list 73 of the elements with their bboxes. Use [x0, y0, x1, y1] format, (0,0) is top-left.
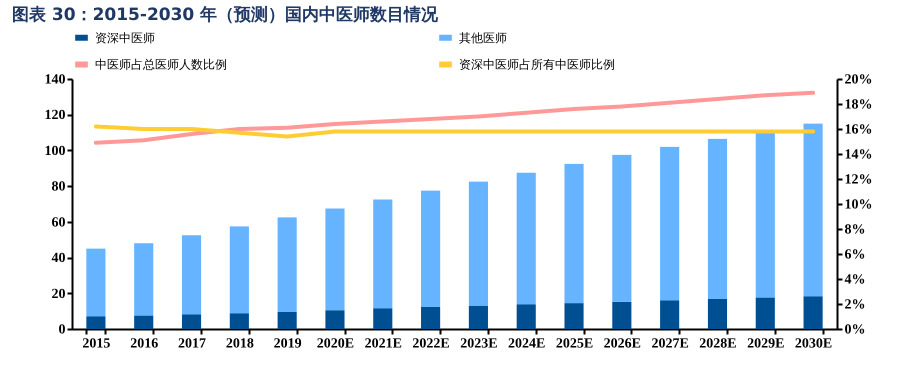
y2-tick-label: 8% [844, 222, 866, 238]
legend-label: 其他医师 [459, 30, 507, 45]
bar [421, 307, 440, 329]
x-tick-label: 2022E [412, 336, 450, 352]
y2-tick-label: 14% [844, 148, 872, 162]
x-tick-label: 2029E [747, 336, 784, 352]
bar [134, 316, 154, 329]
bar [612, 154, 632, 302]
y2-tick-label: 0% [844, 322, 866, 338]
x-tick-label: 2021E [364, 336, 402, 352]
bar [564, 303, 584, 329]
bar [373, 200, 392, 308]
bar [230, 226, 249, 314]
y-tick-label: 80 [52, 180, 66, 195]
x-tick-label: 2030E [794, 336, 832, 352]
bar [708, 138, 728, 299]
y2-tick-label: 16% [844, 122, 872, 138]
x-tick-label: 2024E [508, 336, 546, 352]
y2-tick-label: 10% [844, 198, 872, 212]
bar [182, 235, 202, 314]
y2-tick-label: 4% [844, 272, 866, 288]
x-tick-label: 2027E [651, 336, 689, 352]
bar [612, 302, 632, 329]
legend-label: 资深中医师 [95, 30, 155, 45]
line-series [94, 124, 816, 138]
y2-tick-label: 6% [844, 248, 866, 262]
y-tick-label: 120 [44, 108, 66, 124]
y2-tick-label: 2% [844, 298, 866, 312]
y-tick-label: 40 [52, 251, 66, 266]
x-tick-label: 2016 [130, 336, 158, 352]
chart-title: 图表 30：2015-2030 年（预测）国内中医师数目情况 [12, 5, 440, 25]
y-tick-label: 20 [52, 286, 66, 302]
bar [804, 124, 823, 296]
bar [708, 299, 728, 329]
bar [278, 217, 297, 312]
bar [804, 296, 823, 329]
x-tick-label: 2020E [316, 336, 354, 352]
bar [660, 300, 680, 329]
y-tick-label: 0 [58, 322, 66, 338]
bar [516, 304, 536, 329]
bar [86, 316, 106, 329]
bar [756, 298, 775, 329]
bar [660, 146, 680, 300]
legend-label: 资深中医师占所有中医师比例 [459, 58, 615, 72]
bar [468, 182, 488, 306]
x-tick-label: 2023E [460, 336, 498, 352]
bar [230, 313, 249, 329]
y-tick-label: 100 [44, 144, 66, 159]
x-tick-label: 2015 [82, 336, 110, 352]
bar [516, 172, 536, 305]
bar [278, 312, 297, 329]
y-tick-label: 60 [52, 215, 66, 230]
bar [468, 306, 488, 329]
x-tick-label: 2025E [556, 336, 594, 352]
bar [86, 248, 106, 316]
x-tick-label: 2017 [178, 336, 206, 352]
legend-label: 中医师占总医师人数比例 [95, 58, 227, 72]
bar [134, 243, 154, 316]
bar [373, 308, 392, 329]
y2-tick-label: 12% [844, 172, 872, 188]
x-tick-label: 2019 [274, 336, 302, 352]
bar [182, 314, 202, 329]
y2-tick-label: 18% [844, 98, 872, 112]
bar [325, 208, 345, 310]
x-tick-label: 2026E [604, 336, 642, 352]
line-series [94, 90, 816, 145]
y2-tick-label: 20% [844, 72, 872, 88]
bar [325, 310, 345, 329]
x-tick-label: 2028E [699, 336, 737, 352]
bar [421, 190, 440, 308]
y-tick-label: 140 [44, 72, 66, 88]
bar [564, 164, 584, 304]
x-tick-label: 2018 [226, 336, 254, 352]
